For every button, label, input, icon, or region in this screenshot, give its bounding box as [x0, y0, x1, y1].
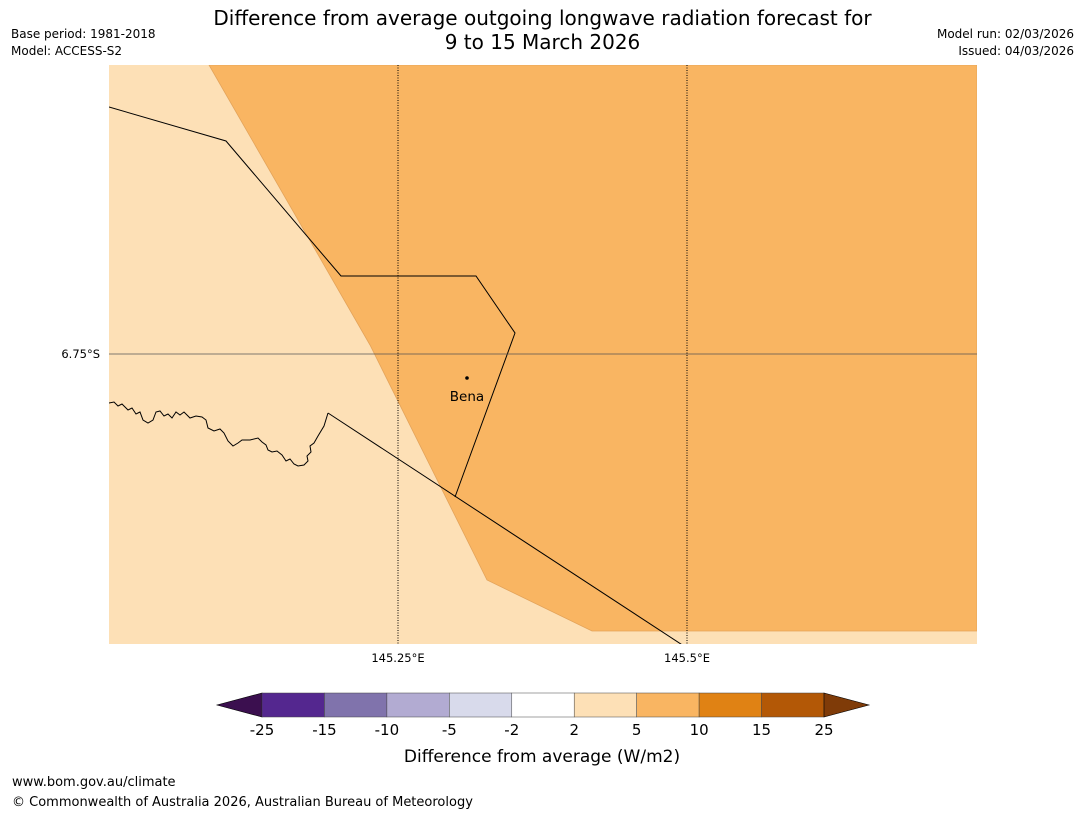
region-boundary [327, 412, 682, 644]
colorbar-tick-label: 15 [752, 721, 771, 739]
model-run: Model run: 02/03/2026 [936, 27, 1074, 41]
lat-label: 6.75°S [61, 347, 100, 361]
province-boundary [109, 106, 516, 498]
colorbar: -25 -15 -10 -5 -2 2 5 10 15 25 [215, 692, 871, 739]
colorbar-swatch [636, 692, 700, 718]
colorbar-swatch [573, 692, 637, 718]
model-name: Model: ACCESS-S2 [11, 44, 123, 58]
colorbar-swatch [511, 692, 575, 718]
base-period: Base period: 1981-2018 [11, 27, 156, 41]
colorbar-extend-high [823, 692, 871, 718]
colorbar-swatch [324, 692, 388, 718]
lon-label-1: 145.25°E [371, 651, 424, 665]
colorbar-tick-label: -15 [312, 721, 337, 739]
issued-date: Issued: 04/03/2026 [958, 44, 1074, 58]
legend-title: Difference from average (W/m2) [404, 747, 680, 767]
meta-right: Model run: 02/03/2026 Issued: 04/03/2026 [937, 26, 1074, 60]
town-marker [465, 376, 469, 380]
colorbar-tick-label: 5 [632, 721, 642, 739]
lon-label-2: 145.5°E [664, 651, 710, 665]
colorbar-tick-label: 2 [569, 721, 579, 739]
colorbar-swatch [449, 692, 513, 718]
map-title: Difference from average outgoing longwav… [0, 6, 1085, 54]
colorbar-swatch [386, 692, 450, 718]
shade-5-10 [208, 65, 977, 632]
title-line-2: 9 to 15 March 2026 [444, 30, 641, 54]
colorbar-tick-label: 25 [814, 721, 833, 739]
colorbar-tick-label: -5 [442, 721, 457, 739]
colorbar-tick-label: 10 [690, 721, 709, 739]
river-line [109, 401, 329, 467]
meta-left: Base period: 1981-2018 Model: ACCESS-S2 [11, 26, 156, 60]
colorbar-swatch [698, 692, 762, 718]
town-label: Bena [450, 389, 484, 405]
colorbar-tick-label: -2 [504, 721, 519, 739]
footer-url: www.bom.gov.au/climate [12, 775, 176, 790]
colorbar-swatch [761, 692, 825, 718]
title-line-1: Difference from average outgoing longwav… [213, 6, 872, 30]
colorbar-swatch [261, 692, 325, 718]
colorbar-extend-low [215, 692, 263, 718]
colorbar-tick-label: -25 [250, 721, 275, 739]
colorbar-tick-label: -10 [375, 721, 400, 739]
footer-copyright: © Commonwealth of Australia 2026, Austra… [12, 795, 473, 810]
